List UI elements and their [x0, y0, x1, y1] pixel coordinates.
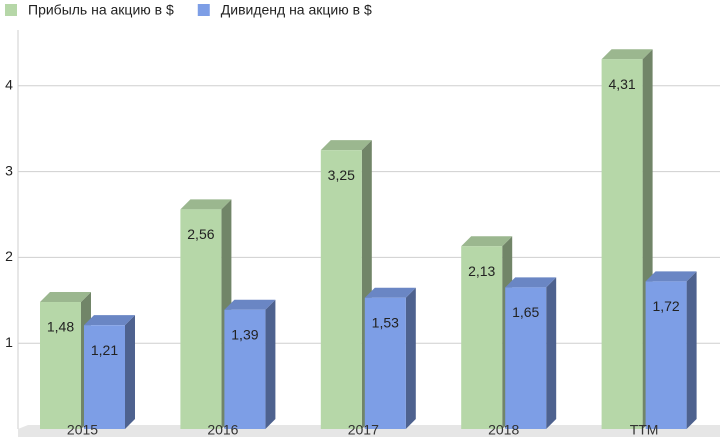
bar: [601, 59, 643, 430]
value-label: 2,13: [468, 263, 495, 279]
legend-label: Прибыль на акцию в $: [28, 2, 174, 18]
bar-top: [645, 271, 697, 282]
value-label: 1,39: [231, 326, 258, 342]
bar: [224, 309, 266, 429]
bar-top: [84, 315, 135, 326]
y-tick-label: 3: [5, 162, 13, 178]
value-label: 4,31: [608, 76, 635, 92]
x-tick-label: 2018: [488, 422, 519, 438]
bar-top: [364, 287, 416, 298]
value-label: 2,56: [187, 226, 214, 242]
legend-swatch: [5, 4, 17, 16]
bar-side: [546, 277, 557, 429]
y-tick-label: 1: [5, 334, 13, 350]
bar-top: [180, 199, 232, 210]
bar-top: [461, 236, 513, 247]
legend-label: Дивиденд на акцию в $: [221, 2, 372, 18]
legend-swatch: [197, 4, 210, 16]
value-label: 3,25: [328, 167, 355, 183]
bar: [505, 287, 547, 429]
bar: [364, 297, 406, 429]
bar-top: [601, 49, 653, 60]
bar-side: [686, 271, 697, 429]
bar-side: [125, 315, 135, 429]
x-tick-label: 2016: [207, 422, 238, 438]
bar: [645, 281, 687, 429]
bar: [461, 246, 503, 429]
bar: [180, 209, 222, 429]
x-tick-label: TTM: [630, 422, 659, 438]
value-label: 1,72: [652, 298, 679, 314]
bar: [84, 325, 125, 429]
bar-top: [40, 292, 91, 303]
bar: [40, 302, 81, 429]
x-tick-label: 2015: [67, 422, 98, 438]
value-label: 1,53: [372, 314, 399, 330]
bar-top: [320, 140, 372, 151]
value-label: 1,21: [91, 342, 118, 358]
bar-top: [505, 277, 557, 288]
y-tick-label: 2: [5, 248, 13, 264]
bar-side: [405, 287, 416, 429]
value-label: 1,65: [512, 304, 539, 320]
y-tick-label: 4: [5, 77, 13, 93]
bar-side: [265, 299, 276, 429]
bar-top: [224, 299, 276, 310]
x-tick-label: 2017: [348, 422, 379, 438]
bar: [320, 150, 362, 429]
value-label: 1,48: [47, 319, 74, 335]
